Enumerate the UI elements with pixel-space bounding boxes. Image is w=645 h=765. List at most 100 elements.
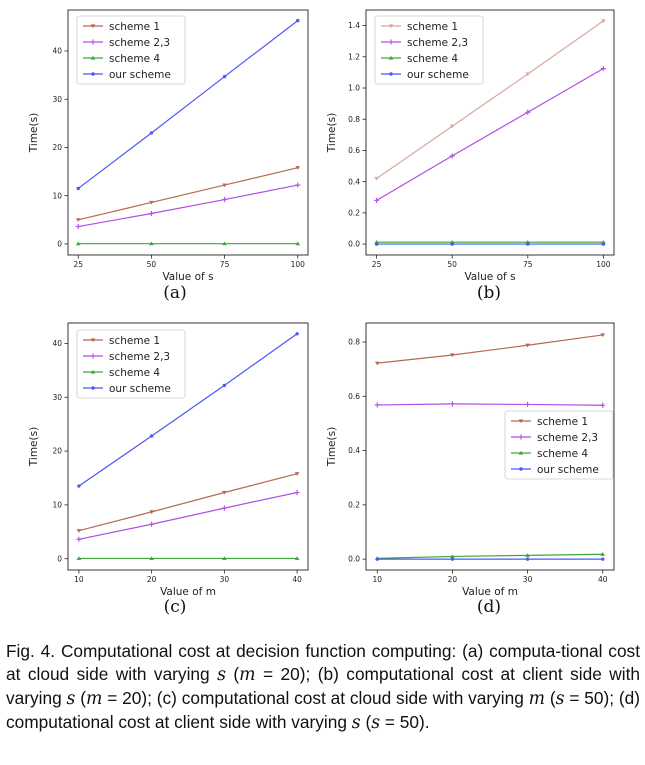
series-line-a-scheme-2-3 [78,184,298,228]
point-b-scheme-1-0-marker [374,176,379,181]
legend-box-a [76,15,186,85]
legend-b-scheme-2-3-marker [388,39,394,45]
x-tick-label-c-1: 20 [147,575,157,584]
legend-label-a-scheme-4: scheme 4 [109,53,160,65]
x-tick-label-c-2: 30 [220,575,230,584]
legend-label-c-our-scheme: our scheme [109,383,171,395]
series-line-d-scheme-2-3 [377,403,603,406]
y-tick-label-b-4: 0.8 [348,115,360,124]
series-line-d-scheme-1 [377,334,603,364]
x-tick-label-a-1: 50 [147,260,157,269]
point-d-scheme-4-1-marker [450,554,455,559]
y-tick-label-b-0: 0.0 [348,240,360,249]
x-tick-label-a-3: 100 [291,260,306,269]
panel-label-a: (a) [163,283,186,303]
point-b-our-scheme-0-marker [374,242,379,246]
point-a-scheme-2-3-0-marker [75,223,81,230]
legend-label-a-scheme-2-3: scheme 2,3 [109,37,170,49]
point-d-scheme-1-0-marker [374,361,380,366]
y-tick-label-b-5: 1.0 [348,84,360,93]
legend-c-scheme-1-marker [90,338,96,343]
caption-text-2: ( [225,664,240,684]
point-a-scheme-4-0-marker [75,241,81,246]
caption-text-5: = 20); (c) computational cost at cloud s… [102,688,529,708]
caption-text-6: ( [545,688,556,708]
point-b-scheme-2-3-2-marker [525,109,531,115]
point-d-scheme-4-2-marker [525,553,530,557]
point-b-scheme-2-3-1-marker [449,153,455,159]
point-c-our-scheme-1-marker [149,434,154,438]
legend-box-c [76,329,186,399]
legend-d-scheme-1-marker [518,419,524,424]
y-tick-label-a-2: 20 [52,143,62,152]
point-d-scheme-1-1-marker [450,353,455,358]
point-b-scheme-1-3-marker [601,19,606,24]
x-axis-label-a: Value of s [162,271,213,283]
x-tick-label-c-0: 10 [74,575,84,584]
legend-box-d [504,410,614,480]
point-b-scheme-1-2-marker [525,72,531,77]
x-tick-label-b-3: 100 [596,260,611,269]
point-a-scheme-2-3-1-marker [148,210,155,217]
legend-label-b-scheme-2-3: scheme 2,3 [407,37,468,49]
legend-c-our-scheme-marker [91,386,95,390]
x-axis-label-d: Value of m [462,586,518,598]
x-tick-label-b-0: 25 [372,260,382,269]
y-tick-label-d-2: 0.4 [348,446,360,455]
caption-var-8: s [371,713,381,733]
caption-text-4: ( [75,688,87,708]
point-b-scheme-2-3-3-marker [600,65,607,72]
point-c-scheme-1-3-marker [294,472,300,476]
x-axis-label-b: Value of s [464,271,515,283]
point-b-scheme-1-1-marker [449,124,455,129]
x-tick-label-c-3: 40 [292,575,302,584]
legend-a-our-scheme-marker [91,72,95,76]
legend-label-a-our-scheme: our scheme [109,69,171,81]
point-a-our-scheme-0-marker [76,186,80,191]
legend-c-scheme-4-marker [90,369,96,374]
legend-d-our-scheme-marker [519,467,523,471]
x-tick-label-a-0: 25 [73,260,83,269]
legend-box-b [374,15,484,85]
point-c-our-scheme-3-marker [295,332,299,336]
point-c-scheme-2-3-2-marker [221,505,227,511]
series-line-c-scheme-2-3 [78,491,298,540]
point-d-scheme-2-3-3-marker [600,402,606,408]
point-c-scheme-2-3-0-marker [76,536,82,542]
y-axis-label-b: Time(s) [326,113,338,153]
caption-text-8: ( [360,712,372,732]
point-d-scheme-4-3-marker [600,552,606,556]
point-d-our-scheme-1-marker [450,557,455,561]
legend-label-b-our-scheme: our scheme [407,69,469,81]
legend-label-c-scheme-1: scheme 1 [109,335,160,347]
caption-text-7: = 50); (d) computational cost at client … [6,688,641,732]
point-c-scheme-1-2-marker [222,490,227,495]
legend-label-c-scheme-4: scheme 4 [109,367,160,379]
point-a-scheme-2-3-2-marker [221,196,228,203]
y-tick-label-d-1: 0.2 [348,500,360,509]
y-tick-label-d-3: 0.6 [348,392,360,401]
series-line-a-our-scheme [77,20,299,189]
y-axis-label-c: Time(s) [28,427,40,467]
panel-label-c: (c) [164,597,187,617]
legend-c-scheme-2-3-marker [90,353,96,359]
x-tick-label-d-3: 40 [598,575,608,584]
point-c-scheme-2-3-1-marker [149,521,155,527]
point-b-our-scheme-3-marker [601,242,606,246]
figure-caption: Fig. 4. Computational cost at decision f… [6,640,640,735]
legend-label-b-scheme-4: scheme 4 [407,53,458,65]
caption-var-3: s [66,689,76,709]
point-d-our-scheme-2-marker [525,557,530,561]
legend-label-a-scheme-1: scheme 1 [109,21,160,33]
caption-var-2: m [239,665,256,685]
point-a-scheme-1-1-marker [149,200,154,205]
legend-b-our-scheme-marker [389,72,393,76]
point-d-scheme-2-3-0-marker [374,402,380,408]
legend-a-scheme-1-marker [90,24,96,29]
point-d-scheme-1-3-marker [600,333,606,338]
series-line-c-scheme-1 [78,473,298,532]
caption-var-1: s [217,665,226,685]
point-a-scheme-4-2-marker [222,241,227,246]
y-tick-label-a-1: 10 [52,191,62,200]
